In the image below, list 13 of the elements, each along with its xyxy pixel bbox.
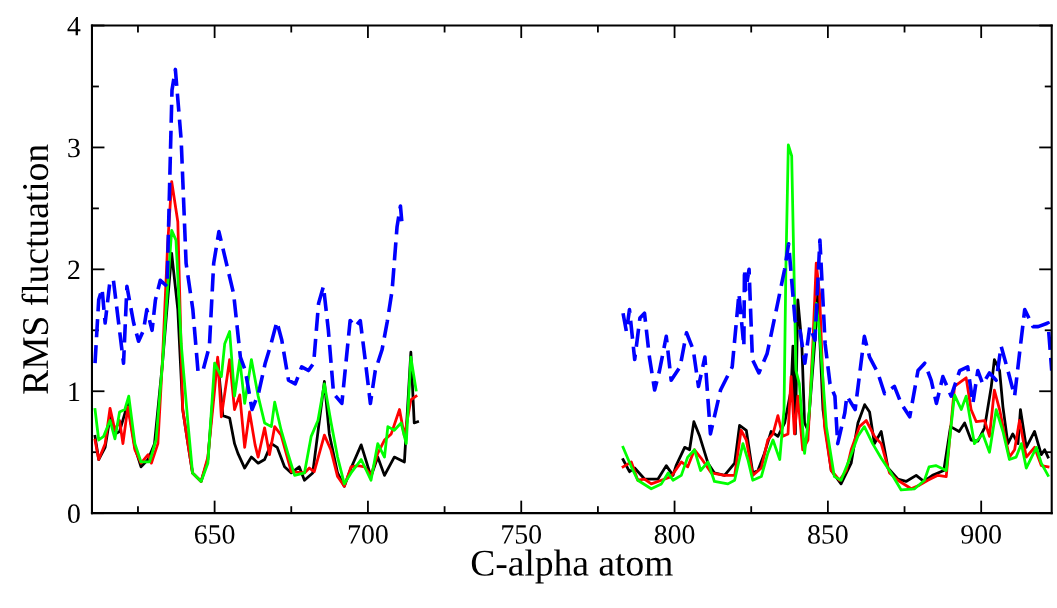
y-tick-label: 2	[68, 260, 80, 279]
y-axis-title: RMS fluctuation	[21, 144, 49, 394]
x-tick-label: 850	[808, 525, 848, 544]
x-tick-label: 750	[502, 525, 542, 544]
x-axis-title: C-alpha atom	[471, 549, 673, 584]
x-tick-label: 650	[194, 525, 235, 544]
y-tick-label: 4	[67, 16, 81, 36]
x-tick-label: 800	[654, 525, 695, 544]
y-tick-label: 1	[69, 382, 80, 401]
x-tick-label: 900	[961, 525, 1001, 544]
y-tick-label: 3	[68, 138, 80, 158]
y-tick-label: 0	[68, 504, 80, 524]
x-tick-label: 700	[348, 525, 388, 544]
